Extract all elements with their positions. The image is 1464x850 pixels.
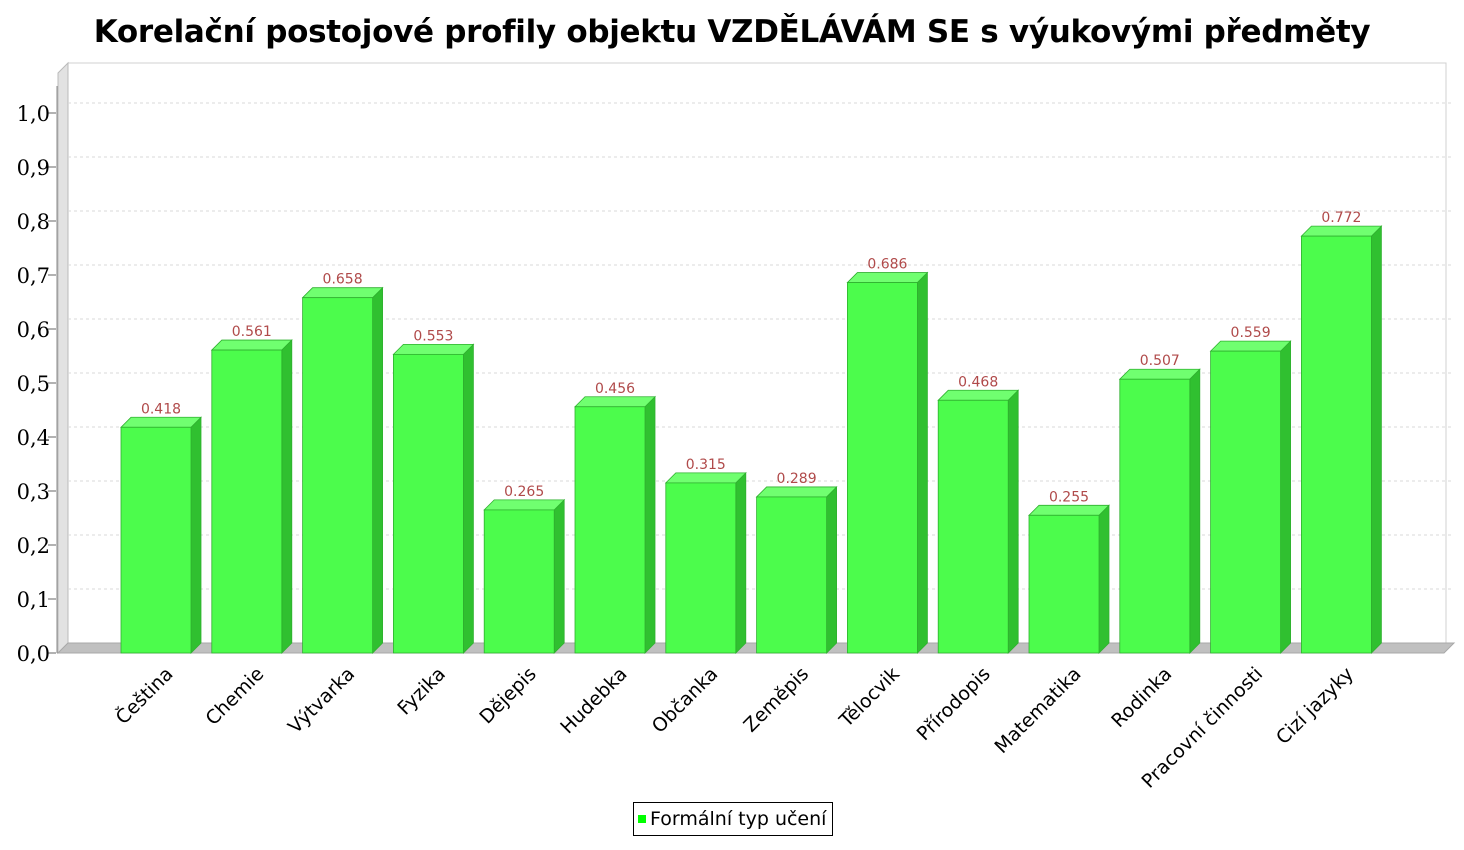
chart-title: Korelační postojové profily objektu VZDĚ… xyxy=(93,14,1371,50)
x-category-label: Tělocvik xyxy=(835,663,904,732)
bar-side-face xyxy=(1280,340,1291,654)
bar-top-face xyxy=(483,499,566,511)
bar-top-face xyxy=(1209,340,1292,352)
legend: Formální typ učení xyxy=(633,802,834,836)
x-category-label: Výtvarka xyxy=(284,663,359,738)
y-tick-label: 0,9 xyxy=(17,156,50,180)
bar-side-face xyxy=(826,485,837,654)
y-tick-label: 0,7 xyxy=(17,264,50,288)
bar-top-face xyxy=(1028,504,1110,516)
bar-value-label: 0.456 xyxy=(595,381,635,397)
bar xyxy=(1028,514,1100,654)
bar-side-face xyxy=(1098,504,1110,654)
y-tick-label: 1,0 xyxy=(17,102,50,126)
bar-top-face xyxy=(1300,225,1383,237)
bar-value-label: 0.559 xyxy=(1231,325,1271,341)
bar xyxy=(574,406,646,654)
legend-swatch xyxy=(638,815,646,823)
x-category-label: Rodinka xyxy=(1107,663,1176,732)
bar xyxy=(483,509,555,654)
bar-value-label: 0.772 xyxy=(1321,210,1361,226)
bar-value-label: 0.658 xyxy=(323,272,363,288)
bar-top-face xyxy=(846,272,929,283)
bar-chart-plot: 0,0 0,1 0,2 0,3 0,4 0,5 0,6 0,7 0,8 0,9 1,0 0.418 Če… xyxy=(17,61,1456,793)
bar-value-label: 0.418 xyxy=(141,401,181,417)
bar-side-face xyxy=(644,395,656,654)
legend-label: Formální typ učení xyxy=(650,808,827,830)
bar-value-label: 0.561 xyxy=(232,324,272,340)
y-tick-label: 0,2 xyxy=(17,534,50,558)
bar-side-face xyxy=(553,498,565,654)
plot-side-wall xyxy=(57,61,69,655)
bar xyxy=(756,496,827,654)
bar-top-face xyxy=(210,339,293,351)
bar-value-label: 0.255 xyxy=(1049,489,1089,505)
bar-value-label: 0.265 xyxy=(504,484,544,500)
bar-top-face xyxy=(574,396,656,408)
y-tick-label: 0,4 xyxy=(17,426,50,450)
bar xyxy=(392,353,464,654)
y-tick-label: 0,5 xyxy=(17,372,50,396)
bar-side-face xyxy=(1371,225,1382,654)
bar-value-label: 0.553 xyxy=(413,328,453,344)
bar xyxy=(1119,378,1191,654)
x-category-label: Fyzika xyxy=(393,663,450,720)
bar-value-label: 0.468 xyxy=(958,374,998,390)
bar-top-face xyxy=(1118,368,1201,380)
x-category-label: Cizí jazyky xyxy=(1272,663,1358,749)
x-category-label: Hudebka xyxy=(556,663,631,738)
y-tick-label: 0,0 xyxy=(17,642,50,666)
bar-value-label: 0.507 xyxy=(1140,353,1180,369)
bar xyxy=(120,426,192,654)
bar xyxy=(665,482,737,654)
y-tick-label: 0,6 xyxy=(17,318,50,342)
bar xyxy=(937,399,1009,654)
y-tick-label: 0,1 xyxy=(17,588,50,612)
y-tick-label: 0,3 xyxy=(17,480,50,504)
bar-side-face xyxy=(1189,368,1201,654)
x-category-label: Chemie xyxy=(202,663,269,730)
bar-side-face xyxy=(462,343,474,654)
x-category-label: Matematika xyxy=(991,663,1086,758)
x-category-label: Přírodopis xyxy=(913,663,995,745)
x-category-label: Zeměpis xyxy=(739,663,813,737)
bar-side-face xyxy=(281,339,293,654)
bar-value-label: 0.289 xyxy=(777,471,817,487)
bar-top-face xyxy=(301,287,384,299)
bar xyxy=(1301,235,1372,654)
bar-top-face xyxy=(392,343,475,355)
bar-side-face xyxy=(735,471,747,654)
bar xyxy=(847,282,918,654)
bar-top-face xyxy=(755,486,838,498)
bar-top-face xyxy=(664,472,747,484)
x-category-label: Občanka xyxy=(648,663,723,738)
bar-side-face xyxy=(372,286,384,654)
bar-side-face xyxy=(917,271,928,654)
bar-side-face xyxy=(190,416,202,654)
bar-side-face xyxy=(1007,389,1019,654)
bar xyxy=(302,297,374,654)
bar xyxy=(1210,350,1281,654)
bar xyxy=(211,349,283,654)
x-category-label: Čeština xyxy=(110,662,177,729)
bar-value-label: 0.315 xyxy=(686,457,726,473)
bar-top-face xyxy=(120,416,202,428)
x-category-label: Dějepis xyxy=(475,663,540,728)
y-tick-label: 0,8 xyxy=(17,210,50,234)
bar-top-face xyxy=(937,389,1020,401)
bar-value-label: 0.686 xyxy=(867,257,907,273)
